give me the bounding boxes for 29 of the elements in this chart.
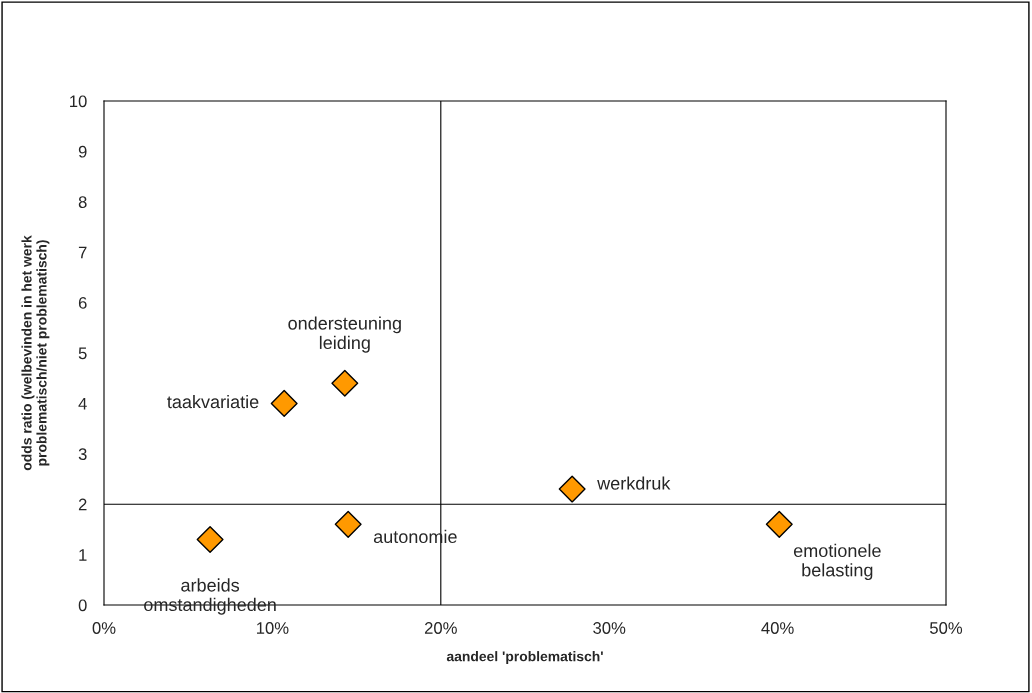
y-axis-title: odds ratio (welbevinden in het werk problematisch/niet problematisch)	[21, 235, 50, 471]
point	[331, 369, 359, 397]
y-tick-label: 9	[78, 145, 87, 158]
y-tick-label: 6	[78, 297, 87, 309]
x-tick-label: 40%	[761, 622, 794, 634]
y-tick-label: 3	[78, 448, 87, 460]
y-tick-label: 1	[79, 549, 87, 561]
x-tick-label: 20%	[424, 622, 457, 634]
y-tick-label: 0	[78, 599, 87, 612]
point	[196, 525, 224, 553]
annotation: werkdruk	[597, 476, 671, 490]
x-tick-label: 10%	[256, 622, 289, 634]
x-axis-title: aandeel 'problematisch'	[446, 651, 603, 665]
point	[765, 510, 793, 538]
annotation: ondersteuning leiding	[288, 316, 401, 353]
point	[558, 475, 586, 503]
point	[334, 510, 362, 538]
y-tick-label: 10	[70, 95, 87, 108]
y-tick-label: 2	[78, 498, 87, 511]
annotation: emotionele belasting	[793, 543, 881, 581]
x-tick-label: 30%	[593, 622, 626, 634]
y-tick-label: 8	[78, 196, 87, 208]
y-tick-label: 5	[78, 347, 87, 360]
x-tick-label: 50%	[929, 622, 963, 634]
x-tick-label: 0%	[92, 622, 116, 634]
annotation: taakvariatie	[167, 394, 259, 409]
point	[270, 389, 298, 417]
y-tick-label: 7	[78, 246, 87, 259]
y-tick-label: 4	[78, 397, 87, 410]
